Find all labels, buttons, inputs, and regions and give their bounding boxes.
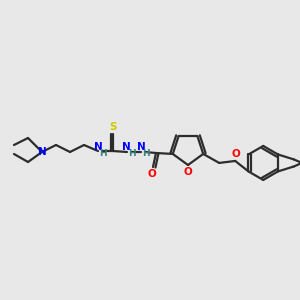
Text: H: H <box>142 148 150 158</box>
Text: O: O <box>148 169 156 179</box>
Text: O: O <box>184 167 192 177</box>
Text: S: S <box>109 122 117 132</box>
Text: H: H <box>99 148 107 158</box>
Text: H: H <box>128 148 136 158</box>
Text: N: N <box>136 142 146 152</box>
Text: N: N <box>94 142 102 152</box>
Text: O: O <box>232 149 241 159</box>
Text: N: N <box>38 147 46 157</box>
Text: N: N <box>122 142 130 152</box>
